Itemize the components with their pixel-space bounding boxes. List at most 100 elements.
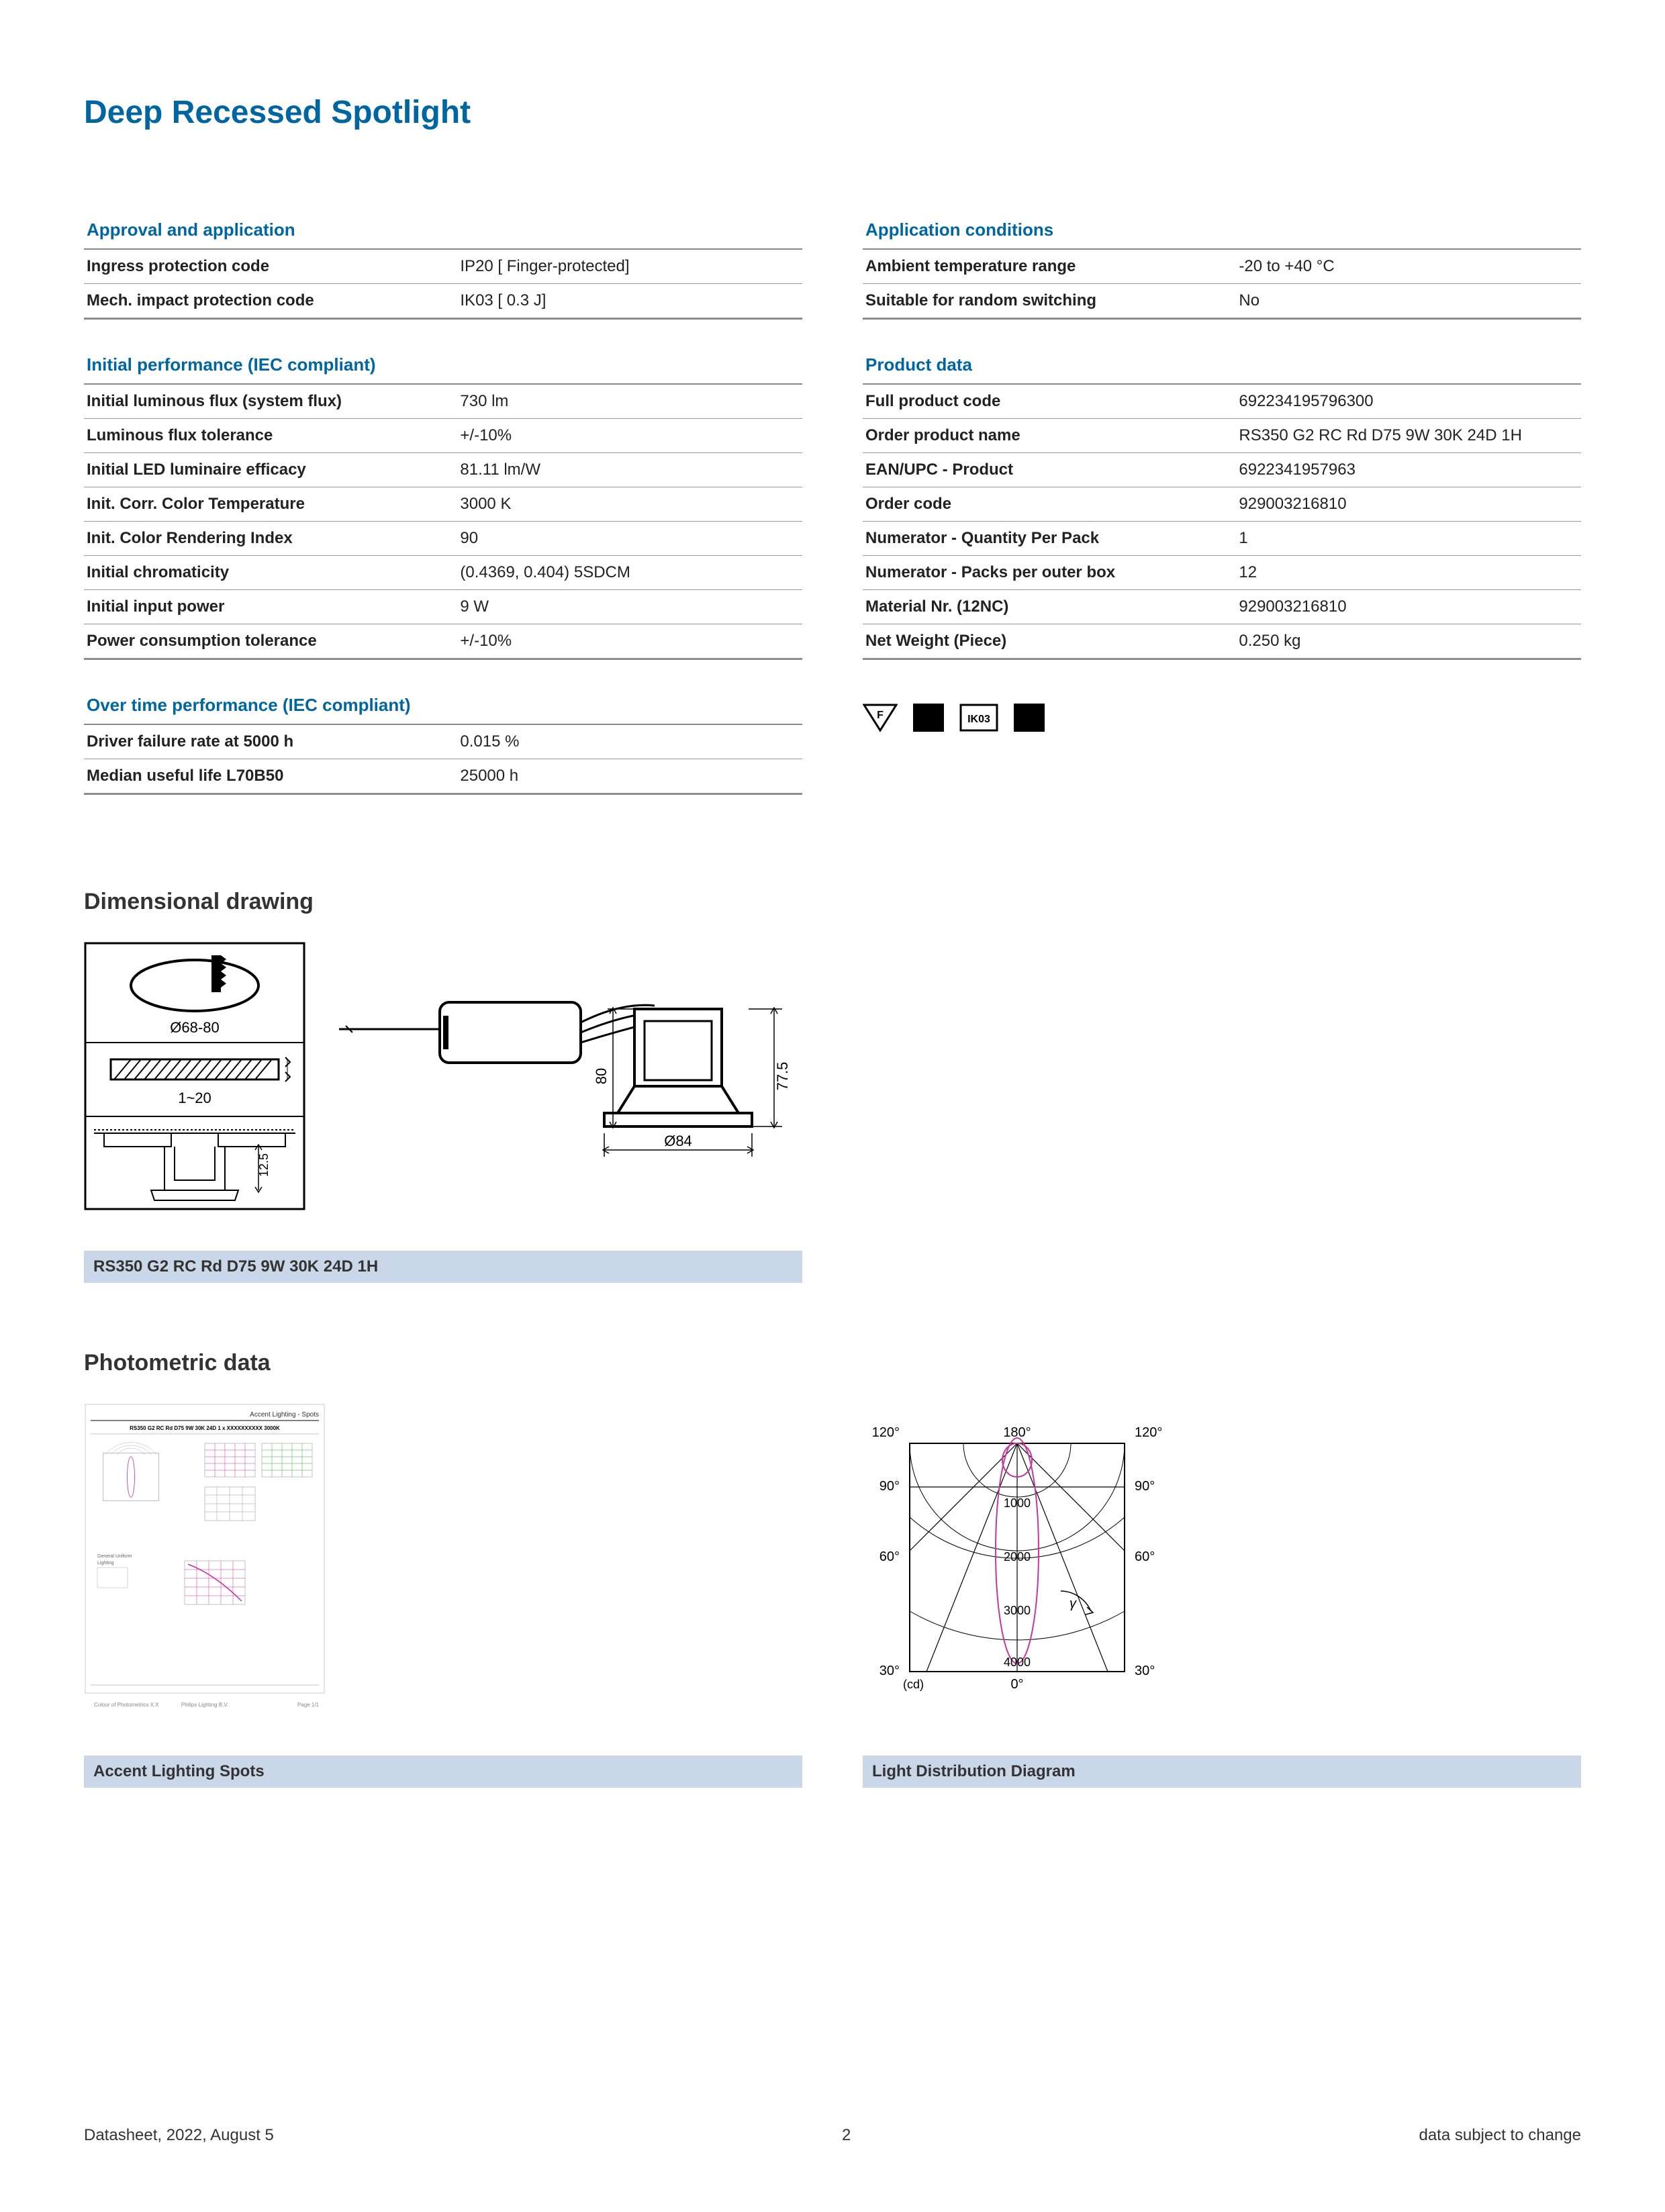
svg-text:180°: 180° (1003, 1425, 1031, 1440)
svg-text:90°: 90° (879, 1479, 900, 1494)
spec-value: IP20 [ Finger-protected] (457, 249, 802, 284)
light-distribution-diagram: 120° 180° 120° 90° 90° 60° 60° 30° 0° 30… (863, 1403, 1172, 1712)
spec-value: 3000 K (457, 487, 802, 522)
footer-right: data subject to change (1419, 2126, 1581, 2145)
spec-value: RS350 G2 RC Rd D75 9W 30K 24D 1H (1236, 419, 1581, 453)
spec-label: Median useful life L70B50 (84, 759, 457, 794)
spec-row: Median useful life L70B5025000 h (84, 759, 802, 794)
spec-label: Init. Corr. Color Temperature (84, 487, 457, 522)
right-column: Application conditionsAmbient temperatur… (863, 211, 1581, 822)
spec-label: EAN/UPC - Product (863, 453, 1236, 487)
photometric-right-caption: Light Distribution Diagram (863, 1756, 1581, 1788)
svg-text:0°: 0° (1010, 1677, 1023, 1692)
spec-value: 929003216810 (1236, 487, 1581, 522)
spec-row: Order product nameRS350 G2 RC Rd D75 9W … (863, 419, 1581, 453)
spec-row: Initial chromaticity(0.4369, 0.404) 5SDC… (84, 556, 802, 590)
black-square-1-icon (911, 700, 946, 735)
spec-label: Init. Color Rendering Index (84, 522, 457, 556)
certification-icons: F IK03 (863, 700, 1581, 735)
spec-value: (0.4369, 0.404) 5SDCM (457, 556, 802, 590)
svg-text:60°: 60° (879, 1549, 900, 1564)
svg-text:RS350 G2 RC Rd D75 9W 30K 24D: RS350 G2 RC Rd D75 9W 30K 24D 1 x XXXXXX… (130, 1425, 280, 1431)
spec-label: Net Weight (Piece) (863, 624, 1236, 659)
spec-label: Luminous flux tolerance (84, 419, 457, 453)
black-square-2-icon (1012, 700, 1047, 735)
spec-row: Numerator - Quantity Per Pack1 (863, 522, 1581, 556)
svg-text:Lighting: Lighting (97, 1561, 114, 1566)
spec-row: EAN/UPC - Product6922341957963 (863, 453, 1581, 487)
svg-text:F: F (877, 710, 884, 721)
spec-row: Luminous flux tolerance+/-10% (84, 419, 802, 453)
spec-label: Driver failure rate at 5000 h (84, 724, 457, 759)
spec-label: Ambient temperature range (863, 249, 1236, 284)
spec-row: Init. Color Rendering Index90 (84, 522, 802, 556)
spec-table: Approval and applicationIngress protecti… (84, 211, 802, 320)
datasheet-thumbnail: Accent Lighting - Spots RS350 G2 RC Rd D… (84, 1403, 326, 1712)
spec-header: Product data (863, 346, 1581, 384)
svg-text:IK03: IK03 (967, 714, 990, 725)
spec-label: Power consumption tolerance (84, 624, 457, 659)
spec-header: Approval and application (84, 211, 802, 249)
spec-label: Order product name (863, 419, 1236, 453)
photometric-heading: Photometric data (84, 1350, 1581, 1376)
photometric-row: Accent Lighting - Spots RS350 G2 RC Rd D… (84, 1403, 1581, 1788)
spec-value: 6922341957963 (1236, 453, 1581, 487)
spec-label: Order code (863, 487, 1236, 522)
spec-value: 730 lm (457, 384, 802, 419)
flammability-f-icon: F (863, 700, 898, 735)
driver-height-label: 80 (593, 1068, 610, 1084)
spec-table: Over time performance (IEC compliant)Dri… (84, 687, 802, 795)
spec-label: Numerator - Packs per outer box (863, 556, 1236, 590)
svg-text:30°: 30° (1135, 1664, 1155, 1678)
spec-header: Application conditions (863, 211, 1581, 249)
spec-value: 929003216810 (1236, 590, 1581, 624)
spec-row: Initial luminous flux (system flux)730 l… (84, 384, 802, 419)
spec-label: Full product code (863, 384, 1236, 419)
spec-row: Driver failure rate at 5000 h0.015 % (84, 724, 802, 759)
svg-text:General Uniform: General Uniform (97, 1554, 132, 1559)
dimensional-caption: RS350 G2 RC Rd D75 9W 30K 24D 1H (84, 1251, 802, 1283)
svg-text:γ: γ (1069, 1596, 1077, 1611)
spec-value: -20 to +40 °C (1236, 249, 1581, 284)
spec-label: Initial input power (84, 590, 457, 624)
spec-row: Initial input power9 W (84, 590, 802, 624)
spec-label: Initial luminous flux (system flux) (84, 384, 457, 419)
spec-table: Application conditionsAmbient temperatur… (863, 211, 1581, 320)
spec-row: Suitable for random switchingNo (863, 284, 1581, 318)
svg-text:Accent Lighting - Spots: Accent Lighting - Spots (250, 1411, 319, 1418)
spec-row: Power consumption tolerance+/-10% (84, 624, 802, 659)
left-column: Approval and applicationIngress protecti… (84, 211, 802, 822)
spec-table: Product dataFull product code69223419579… (863, 346, 1581, 660)
spec-value: 12 (1236, 556, 1581, 590)
spec-row: Ambient temperature range-20 to +40 °C (863, 249, 1581, 284)
spec-table: Initial performance (IEC compliant)Initi… (84, 346, 802, 660)
spec-label: Initial LED luminaire efficacy (84, 453, 457, 487)
svg-text:2000: 2000 (1004, 1550, 1031, 1564)
spec-value: +/-10% (457, 419, 802, 453)
spec-header: Initial performance (IEC compliant) (84, 346, 802, 384)
spec-value: 9 W (457, 590, 802, 624)
footer-left: Datasheet, 2022, August 5 (84, 2126, 274, 2145)
svg-text:90°: 90° (1135, 1479, 1155, 1494)
footer-page-number: 2 (842, 2126, 851, 2145)
photometric-left-caption: Accent Lighting Spots (84, 1756, 802, 1788)
spec-label: Numerator - Quantity Per Pack (863, 522, 1236, 556)
spec-columns: Approval and applicationIngress protecti… (84, 211, 1581, 822)
spec-row: Numerator - Packs per outer box12 (863, 556, 1581, 590)
svg-text:4000: 4000 (1004, 1655, 1031, 1669)
cutout-label: Ø68-80 (170, 1019, 219, 1036)
spec-row: Net Weight (Piece)0.250 kg (863, 624, 1581, 659)
spec-row: Init. Corr. Color Temperature3000 K (84, 487, 802, 522)
spec-value: 692234195796300 (1236, 384, 1581, 419)
page-footer: Datasheet, 2022, August 5 2 data subject… (84, 2126, 1581, 2145)
spec-row: Initial LED luminaire efficacy81.11 lm/W (84, 453, 802, 487)
page-title: Deep Recessed Spotlight (84, 94, 1581, 131)
spec-value: 1 (1236, 522, 1581, 556)
height-ref-label: 12.5 (257, 1153, 271, 1177)
ik03-icon: IK03 (959, 700, 998, 735)
thickness-label: 1~20 (178, 1090, 211, 1106)
spec-label: Initial chromaticity (84, 556, 457, 590)
spec-row: Mech. impact protection codeIK03 [ 0.3 J… (84, 284, 802, 318)
svg-text:30°: 30° (879, 1664, 900, 1678)
body-height-label: 77.5 (774, 1062, 791, 1091)
